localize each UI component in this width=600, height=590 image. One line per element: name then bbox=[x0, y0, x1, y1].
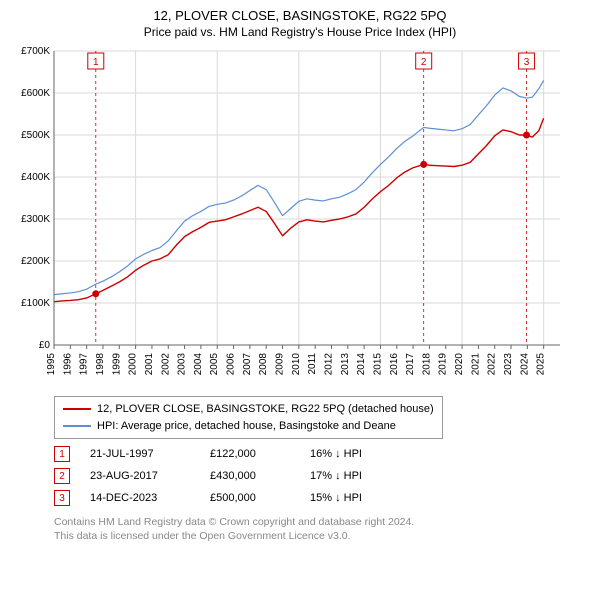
event-row: 1 21-JUL-1997 £122,000 16% ↓ HPI bbox=[54, 443, 590, 465]
svg-text:2008: 2008 bbox=[258, 353, 269, 376]
svg-text:2011: 2011 bbox=[307, 353, 318, 375]
event-badge: 3 bbox=[54, 490, 70, 506]
attribution: Contains HM Land Registry data © Crown c… bbox=[54, 515, 590, 543]
svg-text:£100K: £100K bbox=[21, 298, 50, 309]
svg-text:2007: 2007 bbox=[242, 353, 253, 376]
event-row: 2 23-AUG-2017 £430,000 17% ↓ HPI bbox=[54, 465, 590, 487]
svg-text:2023: 2023 bbox=[503, 353, 514, 376]
svg-text:1996: 1996 bbox=[62, 353, 73, 376]
svg-text:£600K: £600K bbox=[21, 88, 50, 99]
event-price: £122,000 bbox=[210, 448, 290, 460]
legend-label: HPI: Average price, detached house, Basi… bbox=[97, 418, 396, 435]
svg-text:1999: 1999 bbox=[111, 353, 122, 376]
event-date: 14-DEC-2023 bbox=[90, 492, 190, 504]
legend-label: 12, PLOVER CLOSE, BASINGSTOKE, RG22 5PQ … bbox=[97, 401, 434, 418]
svg-text:2018: 2018 bbox=[421, 353, 432, 376]
svg-text:2005: 2005 bbox=[209, 353, 220, 376]
chart-title: 12, PLOVER CLOSE, BASINGSTOKE, RG22 5PQ bbox=[10, 8, 590, 23]
svg-text:1995: 1995 bbox=[46, 353, 57, 376]
svg-text:£200K: £200K bbox=[21, 256, 50, 267]
svg-text:2021: 2021 bbox=[470, 353, 481, 376]
svg-text:2004: 2004 bbox=[193, 353, 204, 376]
svg-text:2024: 2024 bbox=[519, 353, 530, 376]
chart-subtitle: Price paid vs. HM Land Registry's House … bbox=[10, 25, 590, 39]
svg-text:£400K: £400K bbox=[21, 172, 50, 183]
svg-text:2014: 2014 bbox=[356, 353, 367, 376]
svg-text:2019: 2019 bbox=[438, 353, 449, 376]
legend-item: 12, PLOVER CLOSE, BASINGSTOKE, RG22 5PQ … bbox=[63, 401, 434, 418]
event-delta: 15% ↓ HPI bbox=[310, 492, 410, 504]
title-block: 12, PLOVER CLOSE, BASINGSTOKE, RG22 5PQ … bbox=[10, 8, 590, 39]
event-delta: 16% ↓ HPI bbox=[310, 448, 410, 460]
event-price: £430,000 bbox=[210, 470, 290, 482]
svg-text:2: 2 bbox=[421, 57, 427, 68]
svg-text:1: 1 bbox=[93, 57, 99, 68]
event-delta: 17% ↓ HPI bbox=[310, 470, 410, 482]
chart-area: £0 £100K £200K £300K £400K £500K £600K £700K 199… bbox=[10, 45, 590, 390]
svg-text:1997: 1997 bbox=[79, 353, 90, 376]
event-date: 23-AUG-2017 bbox=[90, 470, 190, 482]
events-table: 1 21-JUL-1997 £122,000 16% ↓ HPI 2 23-AUG-201… bbox=[54, 443, 590, 509]
svg-text:1998: 1998 bbox=[95, 353, 106, 376]
svg-text:2020: 2020 bbox=[454, 353, 465, 376]
svg-text:2016: 2016 bbox=[389, 353, 400, 376]
attribution-line: This data is licensed under the Open Gov… bbox=[54, 529, 590, 543]
svg-text:2025: 2025 bbox=[536, 353, 547, 376]
svg-text:2002: 2002 bbox=[160, 353, 171, 376]
svg-text:2013: 2013 bbox=[340, 353, 351, 376]
legend: 12, PLOVER CLOSE, BASINGSTOKE, RG22 5PQ … bbox=[54, 396, 443, 439]
price-chart: £0 £100K £200K £300K £400K £500K £600K £700K 199… bbox=[10, 45, 570, 385]
svg-text:2017: 2017 bbox=[405, 353, 416, 376]
svg-text:2010: 2010 bbox=[291, 353, 302, 376]
event-price: £500,000 bbox=[210, 492, 290, 504]
svg-text:2006: 2006 bbox=[226, 353, 237, 376]
legend-swatch bbox=[63, 425, 91, 427]
svg-text:2003: 2003 bbox=[177, 353, 188, 376]
svg-text:2001: 2001 bbox=[144, 353, 155, 376]
svg-text:£500K: £500K bbox=[21, 130, 50, 141]
attribution-line: Contains HM Land Registry data © Crown c… bbox=[54, 515, 590, 529]
svg-text:2012: 2012 bbox=[323, 353, 334, 376]
event-date: 21-JUL-1997 bbox=[90, 448, 190, 460]
svg-text:3: 3 bbox=[524, 57, 530, 68]
svg-text:2022: 2022 bbox=[487, 353, 498, 376]
svg-text:£0: £0 bbox=[39, 340, 51, 351]
event-badge: 1 bbox=[54, 446, 70, 462]
legend-swatch bbox=[63, 408, 91, 410]
event-row: 3 14-DEC-2023 £500,000 15% ↓ HPI bbox=[54, 487, 590, 509]
svg-text:2000: 2000 bbox=[128, 353, 139, 376]
svg-text:£300K: £300K bbox=[21, 214, 50, 225]
legend-item: HPI: Average price, detached house, Basi… bbox=[63, 418, 434, 435]
svg-text:2009: 2009 bbox=[275, 353, 286, 376]
event-badge: 2 bbox=[54, 468, 70, 484]
svg-text:2015: 2015 bbox=[372, 353, 383, 376]
svg-text:£700K: £700K bbox=[21, 46, 50, 57]
